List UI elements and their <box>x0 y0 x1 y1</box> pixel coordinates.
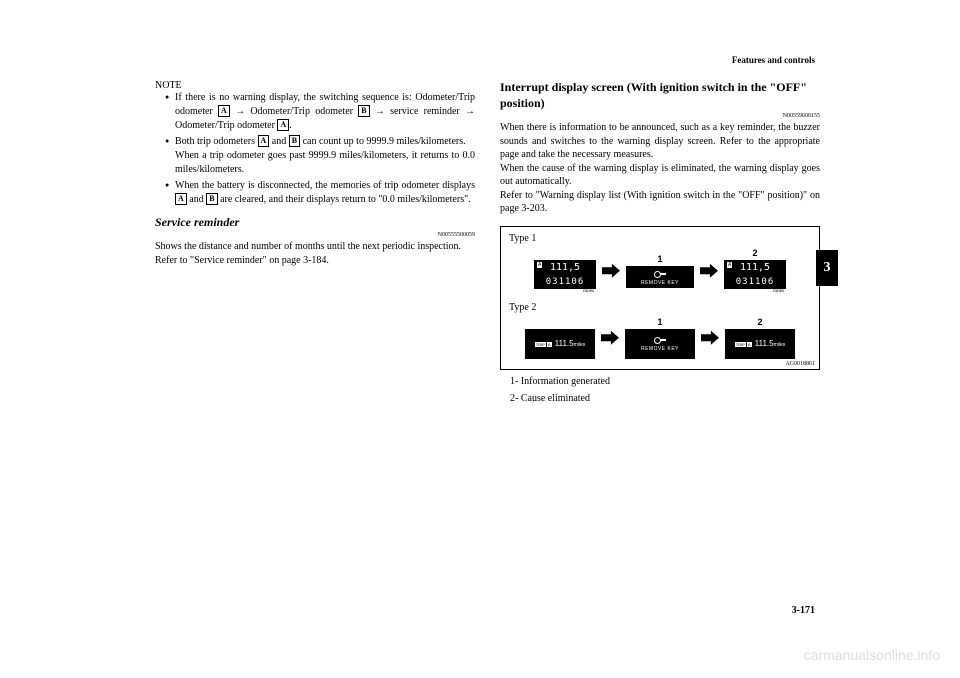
odo-bot: 031106 <box>724 275 786 289</box>
trip-badge: TRIP <box>735 342 746 347</box>
miles-label: miles <box>534 289 596 294</box>
watermark: carmanualsonline.info <box>804 647 940 663</box>
type2-value: 111.5 <box>555 339 574 348</box>
type1-row: A 111,5 031106 miles 1 REMOVE KEY 2 <box>509 248 811 294</box>
odometer-display: A 111,5 031106 miles <box>534 260 596 294</box>
para2: When the cause of the warning display is… <box>500 162 820 189</box>
interrupt-heading: Interrupt display screen (With ignition … <box>500 80 820 111</box>
legend-1: 1- Information generated <box>500 376 820 387</box>
trip-letter: A <box>547 342 552 347</box>
miles-label: miles <box>724 289 786 294</box>
para1: When there is information to be announce… <box>500 121 820 162</box>
warning-display: REMOVE KEY <box>625 329 695 359</box>
type2-content: TRIPA 111.5miles <box>735 339 786 348</box>
service-text: Shows the distance and number of months … <box>155 240 475 254</box>
display-right: 2 A 111,5 031106 miles <box>724 248 786 294</box>
key-icon <box>626 270 694 280</box>
arrow-icon <box>700 264 718 278</box>
key-box-a: A <box>258 135 270 147</box>
trip-letter: A <box>727 262 732 268</box>
note-list: If there is no warning display, the swit… <box>155 91 475 207</box>
num-2: 2 <box>752 248 757 258</box>
type2-label: Type 2 <box>509 302 811 313</box>
warn-text: REMOVE KEY <box>626 280 694 286</box>
odo-top: A 111,5 <box>724 260 786 275</box>
key-box-b: B <box>206 193 217 205</box>
type2-value: 111.5 <box>755 339 774 348</box>
display-left: TRIPA 111.5miles <box>525 317 595 359</box>
arrow-icon <box>601 331 619 345</box>
display-right: 2 TRIPA 111.5miles <box>725 317 795 359</box>
figure-box: Type 1 A 111,5 031106 miles 1 REMOVE KEY <box>500 226 820 370</box>
page-number: 3-171 <box>792 605 815 616</box>
key-box-a: A <box>277 119 289 131</box>
key-box-b: B <box>289 135 300 147</box>
trip-badge: TRIP <box>535 342 546 347</box>
note-text: and <box>269 136 288 147</box>
figure-code: AG0018861 <box>785 361 815 367</box>
type2-content: TRIPA 111.5miles <box>535 339 586 348</box>
key-box-b: B <box>358 105 369 117</box>
key-box-a: A <box>175 193 187 205</box>
warn-text: REMOVE KEY <box>641 346 679 352</box>
num-2: 2 <box>757 317 762 327</box>
display-center: 1 REMOVE KEY <box>625 317 695 359</box>
odo-value: 111,5 <box>550 262 580 273</box>
trip-letter: A <box>537 262 542 268</box>
chapter-tab: 3 <box>816 250 838 286</box>
note-text: When a trip odometer goes past 9999.9 mi… <box>175 150 475 175</box>
note-text: . <box>289 120 292 131</box>
num-1: 1 <box>657 317 662 327</box>
para3: Refer to "Warning display list (With ign… <box>500 189 820 216</box>
key-icon <box>641 336 679 346</box>
display-left: A 111,5 031106 miles <box>534 248 596 294</box>
reference-code: N00559600155 <box>500 113 820 119</box>
service-reminder-heading: Service reminder <box>155 215 475 230</box>
legend-2: 2- Cause eliminated <box>500 393 820 404</box>
num-1: 1 <box>657 254 662 264</box>
page-content: NOTE If there is no warning display, the… <box>155 80 820 404</box>
odo-value: 111,5 <box>740 262 770 273</box>
arrow-icon <box>701 331 719 345</box>
odometer-display: A 111,5 031106 miles <box>724 260 786 294</box>
note-item-1: If there is no warning display, the swit… <box>165 91 475 133</box>
type2-display: TRIPA 111.5miles <box>525 329 595 359</box>
type2-unit: miles <box>774 342 786 348</box>
note-text: When the battery is disconnected, the me… <box>175 180 475 191</box>
type2-display: TRIPA 111.5miles <box>725 329 795 359</box>
service-ref: Refer to "Service reminder" on page 3-18… <box>155 254 475 268</box>
section-header: Features and controls <box>732 55 815 65</box>
note-item-3: When the battery is disconnected, the me… <box>165 179 475 207</box>
type2-row: TRIPA 111.5miles 1 REMOVE KEY 2 <box>509 317 811 359</box>
type2-unit: miles <box>574 342 586 348</box>
odo-top: A 111,5 <box>534 260 596 275</box>
note-item-2: Both trip odometers A and B can count up… <box>165 135 475 177</box>
right-column: Interrupt display screen (With ignition … <box>500 80 820 404</box>
note-text: are cleared, and their displays return t… <box>218 194 471 205</box>
arrow-icon <box>602 264 620 278</box>
reference-code: N00555500059 <box>155 232 475 238</box>
note-text: Both trip odometers <box>175 136 258 147</box>
warning-display: REMOVE KEY <box>626 266 694 288</box>
trip-letter: A <box>747 342 752 347</box>
note-text: → Odometer/Trip odometer <box>230 106 358 117</box>
type1-label: Type 1 <box>509 233 811 244</box>
note-text: and <box>187 194 206 205</box>
note-label: NOTE <box>155 80 475 91</box>
note-text: can count up to 9999.9 miles/kilometers. <box>300 136 466 147</box>
odo-bot: 031106 <box>534 275 596 289</box>
key-box-a: A <box>218 105 230 117</box>
left-column: NOTE If there is no warning display, the… <box>155 80 475 404</box>
display-center: 1 REMOVE KEY <box>626 254 694 288</box>
